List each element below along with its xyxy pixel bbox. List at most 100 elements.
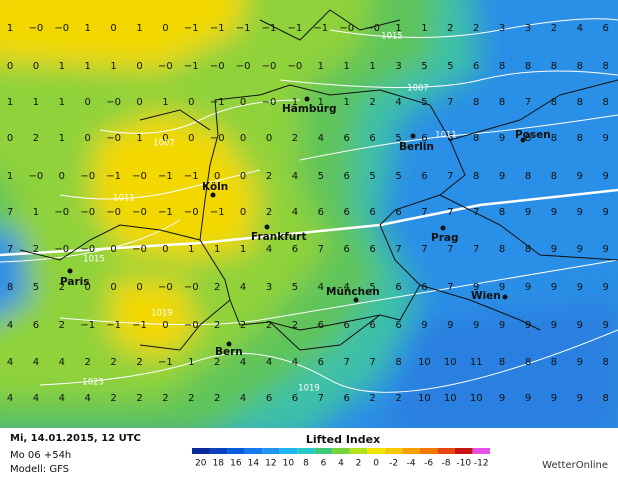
grid-value: 1 [344,97,350,108]
grid-value: 4 [292,171,298,182]
grid-value: 9 [551,320,557,331]
legend-label: 16 [230,459,242,469]
isobar-label: 1015 [381,32,403,42]
legend-label: 18 [213,459,225,469]
legend-swatch [419,448,438,454]
grid-value: 9 [421,320,427,331]
grid-value: 2 [136,393,142,404]
legend-label: -6 [424,459,433,469]
grid-value: 0 [85,282,91,293]
grid-value: 2 [59,320,65,331]
city-dot [502,294,508,300]
grid-value: 10 [418,357,431,368]
grid-value: 6 [369,320,375,331]
grid-value: 8 [603,97,609,108]
grid-value: 1 [85,61,91,72]
grid-value: 2 [33,244,39,255]
grid-value: 0 [162,244,168,255]
grid-value: 1 [59,133,65,144]
legend-swatch [192,448,210,454]
grid-value: 6 [369,207,375,218]
isobar-label: 1015 [83,255,105,265]
grid-value: 6 [603,23,609,34]
grid-value: −1 [184,171,199,182]
grid-value: 8 [473,133,479,144]
grid-value: −0 [54,244,69,255]
grid-value: 9 [525,393,531,404]
grid-value: 3 [525,23,531,34]
grid-value: 9 [551,393,557,404]
grid-value: 1 [240,244,246,255]
grid-value: −0 [54,207,69,218]
legend: 20 18 16 14 12 10 8 6 4 2 0 -2 -4 -6 -8 -10 -12 [192,448,490,469]
legend-swatch [227,448,245,454]
grid-value: 10 [444,393,457,404]
grid-value: −0 [29,171,44,182]
grid-value: 4 [266,357,272,368]
grid-value: −0 [210,61,225,72]
grid-value: 5 [421,97,427,108]
grid-value: 9 [577,207,583,218]
grid-value: −0 [339,23,354,34]
grid-value: 2 [292,133,298,144]
grid-value: 1 [7,97,13,108]
grid-value: −0 [184,320,199,331]
grid-value: 1 [188,244,194,255]
grid-value: 6 [33,320,39,331]
grid-value: 2 [85,357,91,368]
grid-value: 8 [499,61,505,72]
grid-value: −0 [288,61,303,72]
grid-value: −1 [313,23,328,34]
grid-value: −0 [262,61,277,72]
grid-value: 0 [240,171,246,182]
grid-value: −1 [158,357,173,368]
model: Modell: GFS [10,464,69,475]
grid-value: 11 [470,357,483,368]
legend-swatch [209,448,228,454]
grid-value: 4 [33,357,39,368]
grid-value: 9 [551,207,557,218]
grid-value: 0 [266,133,272,144]
grid-value: 8 [473,97,479,108]
grid-value: 2 [266,171,272,182]
grid-value: −0 [80,171,95,182]
grid-value: −0 [262,97,277,108]
legend-label: 12 [265,459,276,469]
grid-value: 9 [603,244,609,255]
grid-value: 8 [551,357,557,368]
legend-swatch [244,448,263,454]
grid-value: 2 [188,393,194,404]
grid-value: 2 [447,23,453,34]
grid-value: 10 [444,357,457,368]
grid-value: 1 [162,97,168,108]
grid-value: 2 [110,393,116,404]
legend-swatch [314,448,333,454]
grid-value: 3 [266,282,272,293]
grid-value: 6 [421,282,427,293]
grid-value: 7 [7,207,13,218]
grid-value: 7 [447,282,453,293]
grid-value: 1 [318,97,324,108]
grid-value: 6 [395,282,401,293]
grid-value: 1 [136,133,142,144]
grid-value: 9 [551,282,557,293]
grid-value: 0 [59,171,65,182]
grid-value: −0 [106,97,121,108]
grid-value: 5 [395,171,401,182]
grid-value: 1 [421,23,427,34]
isobar-label: 1011 [435,131,457,141]
run: Mo 06 +54h [10,450,71,461]
legend-label: 10 [283,459,295,469]
grid-value: 0 [85,97,91,108]
grid-value: 4 [240,393,246,404]
grid-value: −0 [132,244,147,255]
grid-value: −0 [210,133,225,144]
grid-value: −1 [210,97,225,108]
grid-value: 4 [292,357,298,368]
grid-value: 1 [344,61,350,72]
legend-label: 4 [338,459,344,469]
legend-swatch [279,448,298,454]
legend-label: -2 [389,459,398,469]
grid-value: −1 [132,320,147,331]
